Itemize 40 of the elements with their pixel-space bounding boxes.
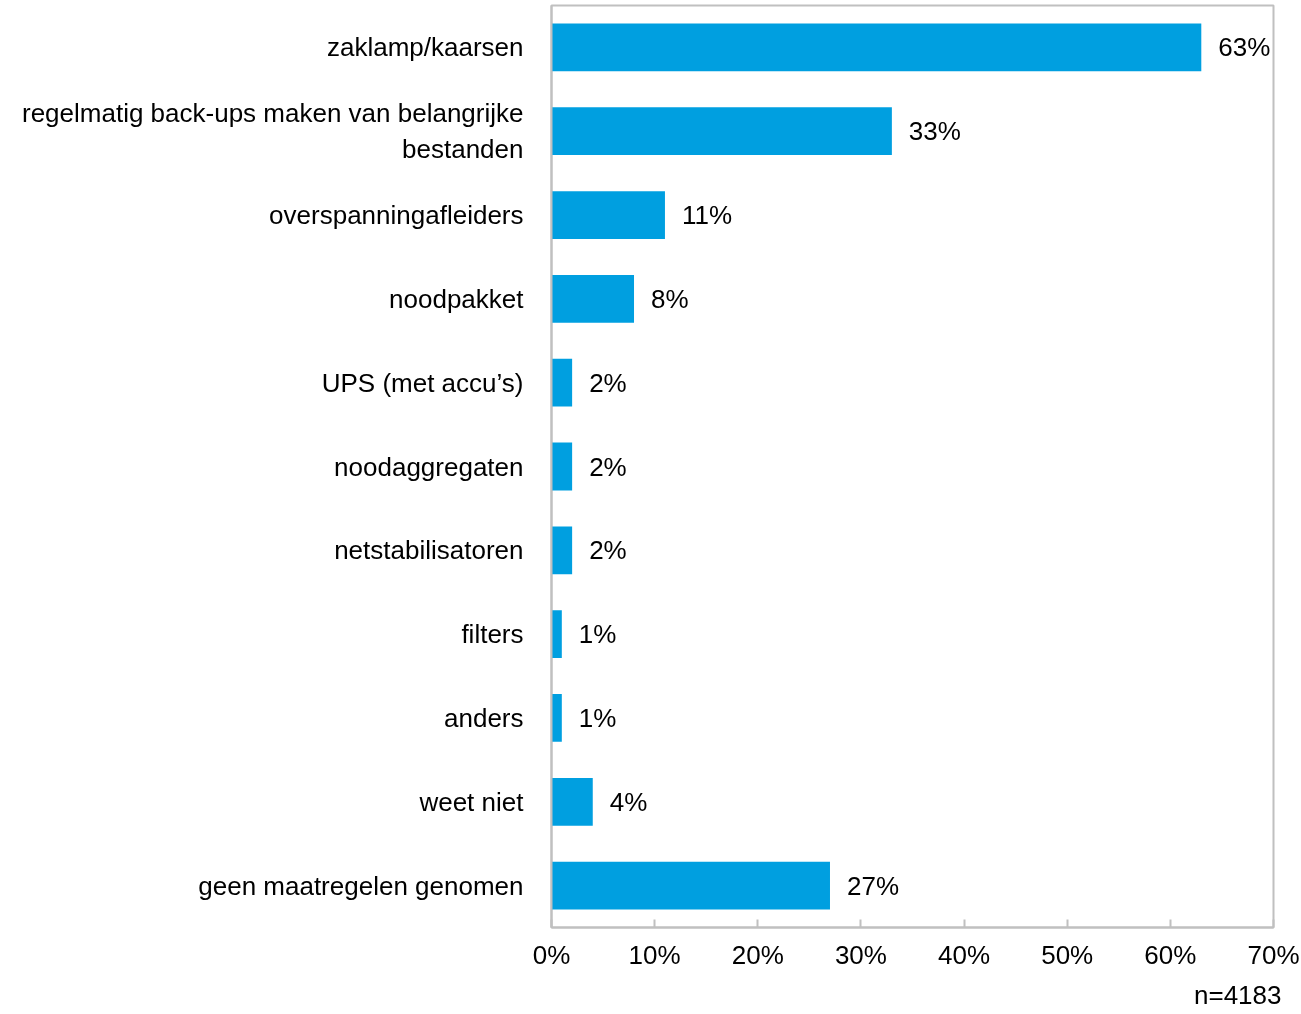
x-tick-label: 40% (938, 939, 991, 970)
bar (551, 191, 665, 239)
data-label: 1% (578, 702, 617, 733)
data-label: 8% (651, 283, 689, 314)
bar (551, 274, 635, 323)
data-label: 4% (609, 786, 648, 817)
bar (551, 107, 892, 156)
data-label: 2% (589, 367, 627, 398)
bar (551, 777, 593, 826)
bar (551, 442, 573, 491)
data-label: 63% (1218, 32, 1271, 63)
data-label: 33% (908, 116, 961, 147)
x-tick-label: 60% (1144, 939, 1197, 970)
data-label: 1% (578, 619, 617, 650)
bar (551, 358, 573, 407)
y-tick-label: filters (461, 619, 524, 650)
data-label: 27% (846, 870, 900, 901)
y-tick-label: noodaggregaten (334, 451, 524, 482)
y-tick-label: overspanningafleiders (269, 200, 524, 231)
y-tick-label: geen maatregelen genomen (198, 870, 524, 901)
x-tick-label: 10% (628, 939, 681, 970)
data-label: 2% (589, 451, 627, 482)
text: n=4183 (1194, 979, 1282, 1010)
y-tick-label: zaklamp/kaarsen (326, 32, 524, 63)
x-tick-label: 0% (532, 939, 571, 970)
x-tick-label: 50% (1041, 939, 1094, 970)
bar (551, 526, 573, 575)
y-tick-label: UPS (met accu’s) (321, 367, 524, 398)
bar (551, 23, 1202, 72)
y-tick-label: noodpakket (389, 283, 525, 314)
data-label: 2% (589, 535, 627, 566)
data-label: 11% (681, 200, 733, 231)
x-tick-label: 20% (731, 939, 784, 970)
y-tick-label: netstabilisatoren (334, 535, 524, 566)
y-tick-label: weet niet (418, 786, 525, 817)
bar (551, 861, 830, 910)
y-tick-label: anders (444, 702, 524, 733)
x-tick-label: 30% (834, 939, 887, 970)
y-tick-label: regelmatig back-ups maken van belangrijke bestanden (22, 98, 524, 165)
x-tick-label: 70% (1247, 939, 1300, 970)
